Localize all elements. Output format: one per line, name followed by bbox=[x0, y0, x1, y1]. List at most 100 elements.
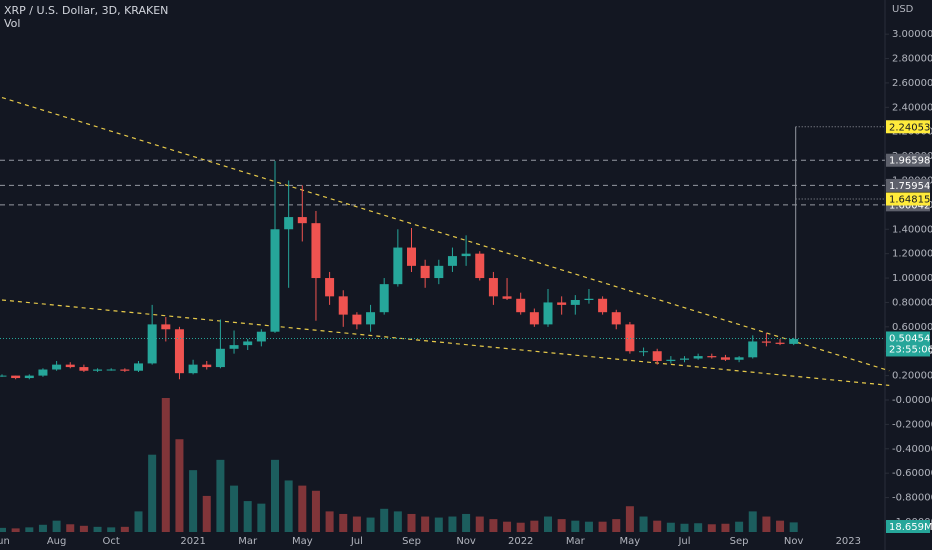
volume-bar bbox=[366, 517, 375, 532]
y-tick-label: 3.00000 bbox=[892, 29, 932, 40]
volume-bar bbox=[161, 398, 170, 532]
volume-bar bbox=[462, 513, 471, 532]
volume-bar bbox=[762, 516, 771, 532]
candle-body bbox=[106, 369, 116, 371]
volume-bar bbox=[66, 524, 75, 532]
candle-body bbox=[625, 324, 635, 352]
candle-body bbox=[407, 247, 416, 266]
x-tick-label: Jun bbox=[0, 536, 10, 547]
volume-bar bbox=[284, 480, 293, 532]
candle-body bbox=[174, 329, 184, 374]
candle-body bbox=[11, 375, 21, 379]
volume-last-box bbox=[886, 520, 930, 533]
candle-body bbox=[270, 229, 280, 332]
volume-bar bbox=[52, 520, 61, 532]
volume-bar bbox=[107, 527, 116, 532]
candle-body bbox=[598, 298, 608, 313]
candle-body bbox=[93, 369, 103, 371]
volume-bar bbox=[230, 485, 239, 532]
candle-body bbox=[434, 265, 444, 279]
volume-bar bbox=[625, 506, 634, 532]
volume-bar bbox=[666, 522, 675, 532]
volume-bar bbox=[325, 511, 334, 532]
volume-bar bbox=[516, 522, 525, 532]
candle-body bbox=[639, 351, 649, 353]
volume-bar bbox=[175, 439, 184, 532]
candle-body bbox=[570, 300, 580, 305]
y-tick-label: -0.40000 bbox=[892, 444, 932, 455]
volume-bar bbox=[544, 516, 552, 532]
candle-body bbox=[352, 314, 362, 325]
candle-body bbox=[475, 253, 485, 279]
candle-body bbox=[79, 367, 89, 371]
x-tick-label: Jul bbox=[677, 536, 690, 547]
volume-bar bbox=[653, 520, 662, 532]
candle-body bbox=[748, 341, 758, 358]
volume-bar bbox=[557, 519, 566, 532]
y-tick-label: 1.40000 bbox=[892, 224, 932, 235]
volume-bar bbox=[352, 516, 361, 532]
candle-body bbox=[297, 217, 307, 224]
volume-bar bbox=[120, 526, 129, 532]
trendline bbox=[1, 96, 890, 372]
candle-body bbox=[393, 247, 403, 285]
volume-bar bbox=[38, 524, 47, 532]
level-label-box bbox=[886, 153, 930, 167]
volume-bar bbox=[598, 521, 607, 532]
y-tick-label: 0.60000 bbox=[892, 322, 932, 333]
candle-body bbox=[611, 312, 621, 325]
volume-bar bbox=[748, 511, 757, 532]
volume-bar bbox=[0, 527, 6, 532]
volume-bar bbox=[421, 516, 430, 532]
volume-bar bbox=[789, 522, 798, 532]
candle-body bbox=[775, 342, 785, 344]
x-tick-label: 2021 bbox=[180, 536, 205, 547]
candle-body bbox=[652, 351, 662, 361]
volume-bar bbox=[271, 459, 279, 532]
volume-bar bbox=[639, 516, 648, 532]
candle-body bbox=[134, 363, 143, 371]
volume-bar bbox=[694, 523, 703, 532]
x-tick-label: Nov bbox=[456, 536, 476, 547]
candle-body bbox=[284, 217, 294, 230]
candle-body bbox=[0, 375, 7, 377]
x-tick-label: 2022 bbox=[508, 536, 533, 547]
last-price-box bbox=[886, 331, 930, 357]
y-tick-label: 2.60000 bbox=[892, 78, 932, 89]
volume-bar bbox=[735, 521, 744, 532]
candle-body bbox=[516, 298, 526, 313]
volume-bar bbox=[680, 523, 689, 532]
candle-body bbox=[557, 302, 567, 305]
candle-body bbox=[38, 369, 48, 376]
target-label-box bbox=[886, 192, 930, 206]
candle-body bbox=[120, 369, 130, 371]
chart-title: XRP / U.S. Dollar, 3D, KRAKEN bbox=[4, 4, 168, 17]
candle-body bbox=[502, 296, 512, 299]
candle-body bbox=[529, 312, 539, 325]
candle-body bbox=[761, 341, 771, 343]
volume-bar bbox=[93, 526, 102, 532]
volume-bar bbox=[189, 470, 198, 532]
x-tick-label: Sep bbox=[402, 536, 421, 547]
volume-bar bbox=[257, 503, 266, 532]
candle-body bbox=[243, 341, 253, 346]
candle-body bbox=[789, 339, 799, 344]
x-tick-label: May bbox=[620, 536, 641, 547]
candle-body bbox=[420, 265, 430, 279]
candle-body bbox=[161, 324, 171, 330]
candle-body bbox=[65, 364, 75, 368]
x-tick-label: Aug bbox=[47, 536, 67, 547]
volume-bar bbox=[584, 521, 593, 532]
y-tick-label: 0.80000 bbox=[892, 297, 932, 308]
price-axis-panel bbox=[885, 0, 932, 550]
candle-body bbox=[229, 345, 239, 349]
candle-body bbox=[325, 278, 335, 297]
x-tick-label: 2023 bbox=[836, 536, 861, 547]
x-tick-label: Mar bbox=[566, 536, 586, 547]
y-tick-label: -0.80000 bbox=[892, 493, 932, 504]
x-tick-label: Sep bbox=[730, 536, 749, 547]
volume-bar bbox=[134, 511, 143, 532]
y-tick-label: 1.00000 bbox=[892, 273, 932, 284]
